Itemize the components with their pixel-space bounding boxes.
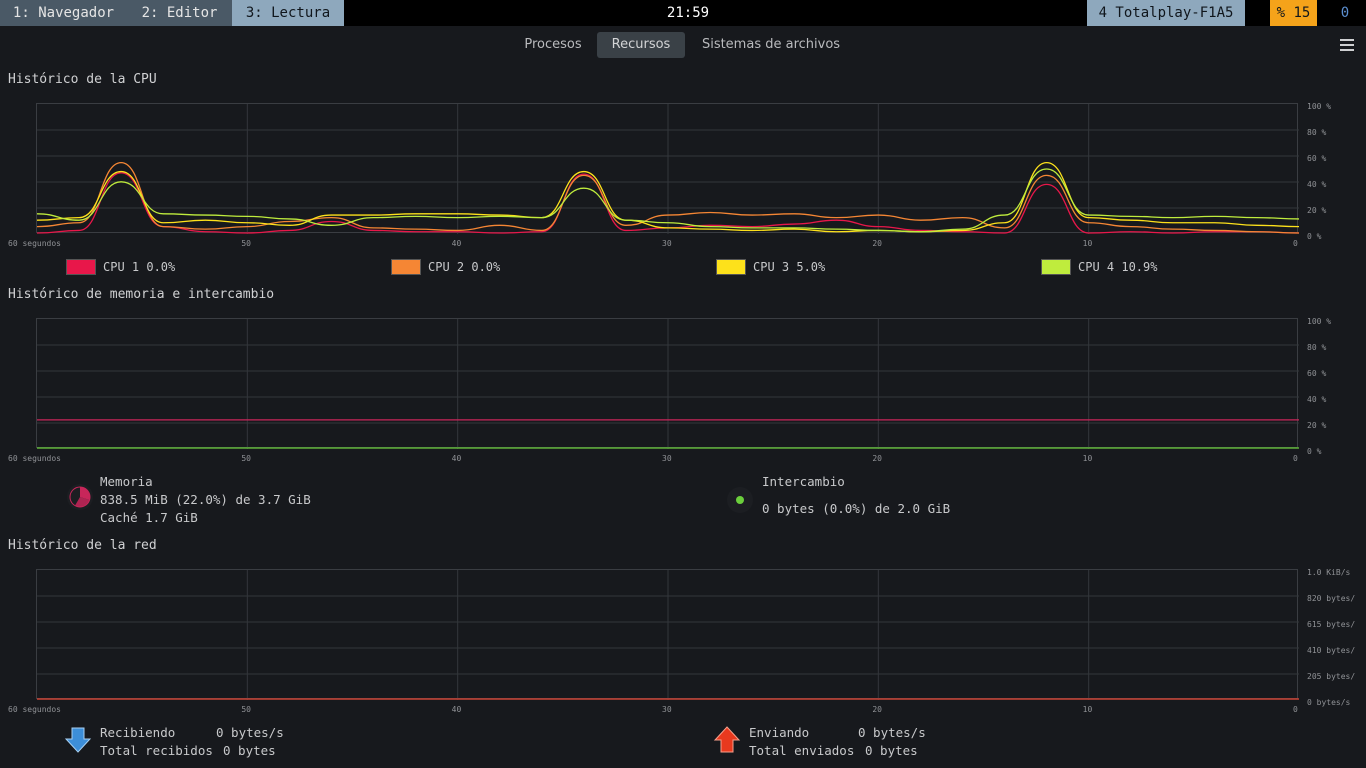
memory-history-plot	[37, 319, 1299, 449]
y-tick-label: 615 bytes/	[1307, 620, 1356, 629]
workspace-1[interactable]: 1: Navegador	[0, 0, 127, 26]
cpu4-series-line	[37, 168, 1299, 233]
y-tick-label: 820 bytes/	[1307, 594, 1356, 603]
x-tick-label: 50	[241, 239, 251, 248]
x-tick-label: 10	[1082, 705, 1093, 714]
send-total-label: Total enviados	[749, 743, 855, 758]
y-tick-label: 205 bytes/	[1307, 672, 1356, 681]
network-history-plot	[37, 570, 1299, 700]
recv-value: 0 bytes/s	[216, 725, 284, 740]
y-tick-label: 0 %	[1307, 447, 1322, 456]
y-tick-label: 80 %	[1307, 343, 1327, 352]
cpu1-legend-swatch	[66, 259, 96, 275]
send-label: Enviando	[749, 725, 810, 740]
tab-procesos[interactable]: Procesos	[524, 37, 582, 52]
x-tick-label: 40	[451, 454, 462, 463]
y-tick-label: 100 %	[1307, 317, 1332, 326]
swap-label: Intercambio	[762, 474, 845, 489]
swap-value: 0 bytes (0.0%) de 2.0 GiB	[762, 501, 951, 516]
tab-sistemas-de-archivos[interactable]: Sistemas de archivos	[701, 37, 841, 52]
y-tick-label: 40 %	[1307, 395, 1327, 404]
cpu-history-plot	[37, 104, 1299, 234]
cpu4-legend-label: CPU 4 10.9%	[1078, 260, 1158, 274]
x-tick-label: 50	[241, 454, 251, 463]
x-tick-label: 30	[662, 454, 672, 463]
recv-label: Recibiendo	[100, 725, 176, 740]
cpu2-legend-swatch	[391, 259, 421, 275]
y-tick-label: 410 bytes/	[1307, 646, 1356, 655]
top-bar: 1: Navegador 2: Editor 3: Lectura 21:59 …	[0, 0, 1366, 26]
x-tick-label: 30	[662, 705, 672, 714]
cpu1-legend-label: CPU 1 0.0%	[103, 260, 176, 274]
memory-pie-icon	[67, 484, 93, 510]
hamburger-menu-icon[interactable]	[1340, 39, 1354, 51]
memory-label: Memoria	[100, 474, 153, 489]
network-history-graph	[36, 569, 1299, 700]
x-tick-label: 20	[872, 705, 882, 714]
upload-arrow-icon	[713, 726, 741, 753]
x-tick-label: 0	[1293, 454, 1298, 463]
cpu-history-graph	[36, 103, 1299, 234]
x-tick-label: 50	[241, 705, 251, 714]
tab-recursos[interactable]: Recursos	[597, 32, 685, 58]
x-tick-label: 30	[662, 239, 672, 248]
send-total-value: 0 bytes	[865, 743, 918, 758]
x-tick-label: 0	[1293, 705, 1298, 714]
wifi-indicator[interactable]: 4 Totalplay-F1A5	[1087, 0, 1245, 26]
x-tick-label: 10	[1082, 454, 1093, 463]
memory-value: 838.5 MiB (22.0%) de 3.7 GiB	[100, 492, 311, 507]
cpu3-series-line	[37, 161, 1299, 233]
recv-total-value: 0 bytes	[223, 743, 276, 758]
swap-pie-icon	[727, 487, 753, 513]
cpu3-legend-swatch	[716, 259, 746, 275]
y-tick-label: 40 %	[1307, 180, 1327, 189]
x-tick-label: 60 segundos	[8, 454, 61, 463]
x-tick-label: 0	[1293, 239, 1298, 248]
battery-indicator: % 15	[1270, 0, 1317, 26]
memory-cache: Caché 1.7 GiB	[100, 510, 198, 525]
y-tick-label: 1.0 KiB/s	[1307, 568, 1351, 577]
cpu2-legend-label: CPU 2 0.0%	[428, 260, 501, 274]
x-tick-label: 20	[872, 239, 882, 248]
y-tick-label: 0 bytes/s	[1307, 698, 1351, 707]
y-tick-label: 20 %	[1307, 421, 1327, 430]
network-section-title: Histórico de la red	[8, 538, 157, 553]
y-tick-label: 20 %	[1307, 206, 1327, 215]
y-tick-label: 100 %	[1307, 102, 1332, 111]
notification-count[interactable]: 0	[1340, 5, 1350, 21]
y-tick-label: 60 %	[1307, 369, 1327, 378]
x-tick-label: 60 segundos	[8, 239, 61, 248]
cpu2-series-line	[37, 161, 1299, 234]
x-tick-label: 20	[872, 454, 882, 463]
workspace-2[interactable]: 2: Editor	[127, 0, 232, 26]
cpu4-legend-swatch	[1041, 259, 1071, 275]
send-value: 0 bytes/s	[858, 725, 926, 740]
memory-history-graph	[36, 318, 1299, 449]
cpu-section-title: Histórico de la CPU	[8, 72, 157, 87]
y-tick-label: 60 %	[1307, 154, 1327, 163]
memory-section-title: Histórico de memoria e intercambio	[8, 287, 275, 302]
workspace-3[interactable]: 3: Lectura	[232, 0, 344, 26]
recv-total-label: Total recibidos	[100, 743, 213, 758]
view-tabs: Procesos Recursos Sistemas de archivos	[0, 32, 1366, 58]
x-tick-label: 40	[451, 705, 462, 714]
cpu3-legend-label: CPU 3 5.0%	[753, 260, 826, 274]
download-arrow-icon	[64, 727, 92, 753]
y-tick-label: 80 %	[1307, 128, 1327, 137]
x-tick-label: 40	[451, 239, 462, 248]
x-tick-label: 10	[1082, 239, 1093, 248]
y-tick-label: 0 %	[1307, 232, 1322, 241]
x-tick-label: 60 segundos	[8, 705, 61, 714]
